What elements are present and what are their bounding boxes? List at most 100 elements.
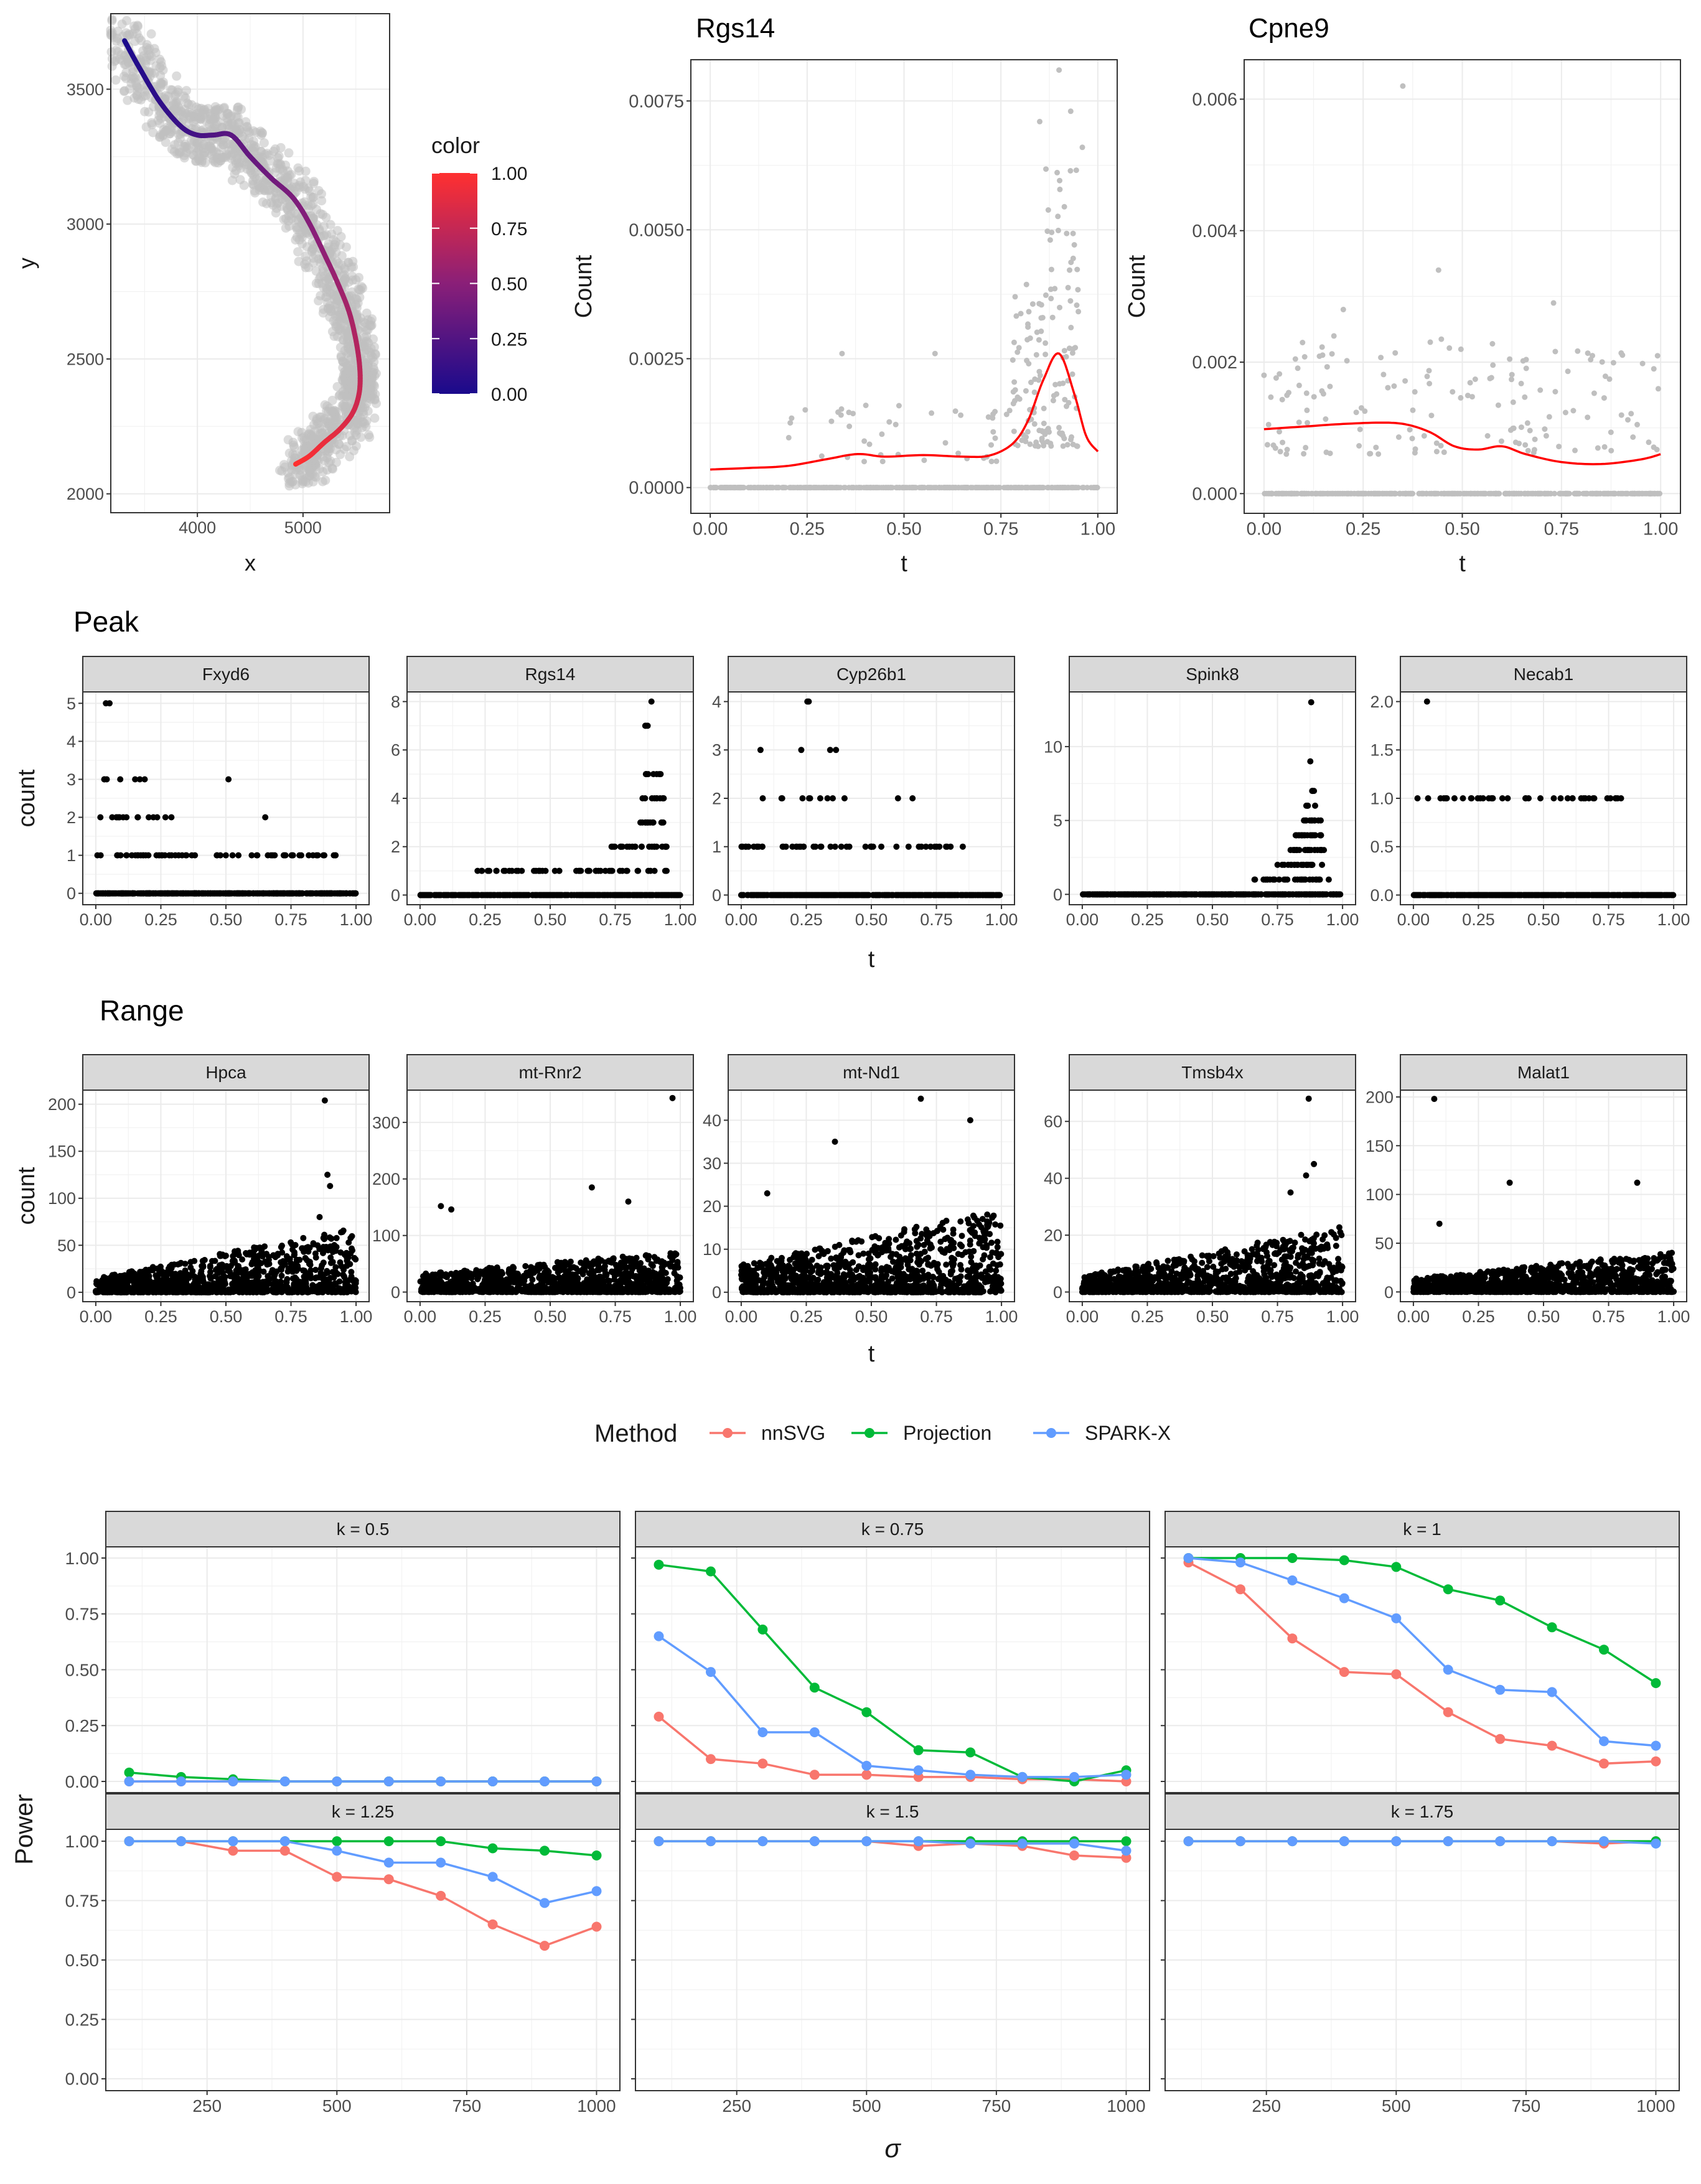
- count-point: [1373, 444, 1379, 450]
- count-point: [1261, 372, 1267, 378]
- count-point: [1412, 389, 1418, 395]
- count-point: [738, 892, 744, 898]
- spot-point: [294, 256, 304, 266]
- count-point: [573, 867, 579, 874]
- count-point: [1024, 337, 1031, 343]
- count-point: [1019, 437, 1025, 444]
- count-point: [1270, 442, 1277, 448]
- spot-point: [304, 465, 314, 475]
- count-point: [1041, 442, 1047, 449]
- zero-point: [1418, 490, 1424, 497]
- count-point: [134, 814, 141, 821]
- count-point: [1402, 378, 1408, 384]
- count-point: [1469, 394, 1475, 400]
- count-point: [1552, 389, 1558, 394]
- count-point: [1032, 376, 1038, 382]
- x-tick-label: 0.75: [1261, 910, 1294, 929]
- spot-point: [363, 315, 373, 325]
- zero-point: [1318, 490, 1323, 497]
- spot-point: [363, 406, 373, 416]
- count-point: [1037, 372, 1043, 378]
- count-point: [1043, 352, 1049, 358]
- count-point: [955, 450, 962, 457]
- y-tick-label: 5: [67, 694, 76, 713]
- zero-point: [1461, 490, 1466, 497]
- count-point: [585, 867, 592, 874]
- count-point: [1323, 416, 1329, 422]
- zero-point: [1073, 485, 1079, 491]
- y-tick-label: 2000: [67, 485, 104, 503]
- count-point: [1074, 443, 1080, 449]
- spot-point: [347, 379, 357, 389]
- count-point: [805, 698, 812, 705]
- y-tick-label: 3: [67, 770, 76, 789]
- count-point: [992, 435, 998, 441]
- y-tick-label: 0: [712, 886, 721, 905]
- count-point: [1467, 380, 1473, 386]
- count-point: [905, 843, 912, 850]
- zero-point: [1535, 490, 1541, 497]
- y-axis-label: y: [14, 258, 39, 269]
- count-point: [1056, 67, 1062, 73]
- spot-point: [325, 444, 335, 454]
- zero-point: [937, 485, 943, 491]
- spot-point: [309, 258, 319, 268]
- count-point: [1067, 267, 1072, 273]
- count-point: [1033, 352, 1039, 358]
- x-tick-label: 0.25: [469, 910, 502, 929]
- count-point: [1630, 434, 1636, 440]
- count-point: [269, 852, 276, 859]
- spot-point: [318, 210, 327, 220]
- count-point: [1027, 441, 1033, 447]
- zero-point: [1334, 490, 1340, 497]
- count-point: [1421, 433, 1427, 439]
- count-point: [1048, 443, 1054, 449]
- count-point: [916, 843, 922, 850]
- count-point: [1268, 394, 1274, 400]
- count-point: [1385, 385, 1391, 391]
- count-point: [1509, 371, 1515, 378]
- zero-point: [962, 485, 968, 491]
- spot-point: [140, 106, 150, 116]
- zero-point: [741, 485, 747, 491]
- count-point: [1489, 341, 1496, 347]
- x-tick-label: 0.50: [210, 910, 243, 929]
- count-point: [785, 434, 792, 441]
- count-point: [1075, 287, 1081, 293]
- count-point: [129, 890, 136, 897]
- count-point: [616, 892, 623, 898]
- count-point: [162, 814, 169, 821]
- count-point: [103, 700, 110, 707]
- spot-point: [166, 85, 176, 95]
- zero-point: [1455, 490, 1461, 497]
- count-point: [802, 407, 808, 413]
- count-point: [1277, 429, 1282, 435]
- zero-point: [1268, 490, 1274, 497]
- count-point: [1011, 428, 1017, 434]
- spot-point: [129, 21, 139, 31]
- legend-title: color: [431, 133, 480, 158]
- count-point: [1654, 447, 1660, 452]
- count-point: [1367, 450, 1373, 457]
- count-point: [1433, 449, 1440, 455]
- spot-point: [347, 436, 357, 446]
- count-point: [542, 867, 549, 874]
- count-point: [159, 852, 166, 859]
- count-point: [104, 890, 111, 897]
- count-point: [782, 843, 789, 850]
- count-point: [1509, 376, 1514, 383]
- count-point: [308, 890, 315, 897]
- count-point: [1301, 354, 1308, 360]
- count-point: [1031, 421, 1038, 427]
- zero-point: [751, 485, 757, 491]
- count-point: [830, 795, 836, 801]
- count-point: [1029, 301, 1036, 307]
- count-point: [862, 843, 869, 850]
- spot-point: [317, 196, 327, 206]
- count-point: [1011, 339, 1017, 345]
- spot-point: [261, 198, 271, 208]
- count-point: [1015, 394, 1021, 400]
- count-point: [144, 890, 151, 897]
- zero-point: [1623, 490, 1629, 497]
- y-tick-label: 4: [67, 732, 76, 751]
